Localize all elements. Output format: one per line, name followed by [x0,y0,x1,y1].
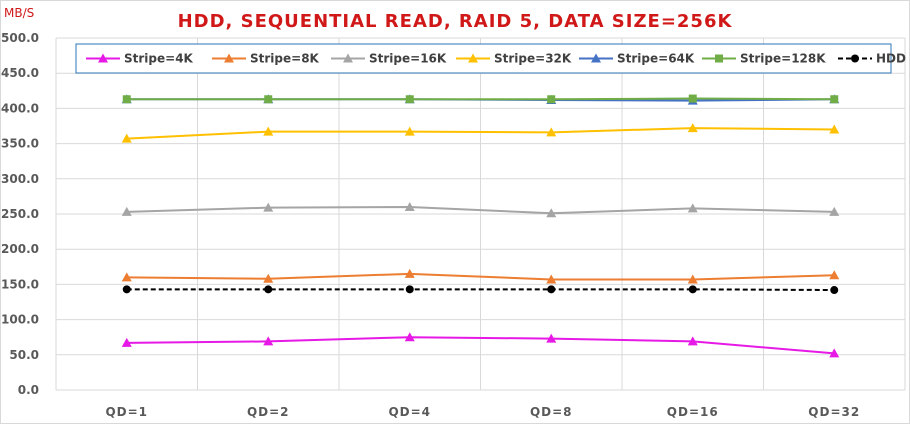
data-point-stripe-16k [263,202,274,212]
legend-label-stripe-32k: Stripe=32K [494,52,572,66]
data-point-stripe-8k [121,272,132,282]
y-unit-label: MB/S [4,6,35,20]
data-point-stripe-128k [688,94,697,103]
data-point-hdd [688,285,697,294]
data-point-stripe-32k [829,124,840,134]
x-tick-label: QD=2 [247,405,290,419]
x-tick-label: QD=32 [808,405,860,419]
y-tick-label: 450.0 [1,66,39,80]
data-point-stripe-16k [829,206,840,216]
data-point-stripe-128k [547,95,556,104]
x-tick-label: QD=4 [388,405,431,419]
data-point-stripe-8k [687,274,698,284]
legend-marker-stripe-128k [715,54,723,63]
data-point-stripe-32k [404,126,415,136]
data-point-stripe-32k [546,127,557,137]
data-point-hdd [547,285,556,294]
legend-marker-stripe-64k [591,53,601,63]
legend-label-stripe-64k: Stripe=64K [617,52,695,66]
series-line-stripe-16k [126,205,835,215]
x-tick-label: QD=1 [105,405,148,419]
data-point-stripe-32k [121,133,132,143]
x-tick-label: QD=8 [530,405,573,419]
series-line-stripe-32k [126,127,835,140]
chart-title: HDD, SEQUENTIAL READ, RAID 5, DATA SIZE=… [177,11,733,32]
data-point-stripe-8k [263,273,274,283]
series-line-stripe-8k [126,272,835,281]
data-point-stripe-32k [263,126,274,136]
data-point-stripe-4k [687,336,698,346]
x-tick-label: QD=16 [667,405,719,419]
legend-label-hdd: HDD [876,52,906,66]
series-line-stripe-4k [126,336,835,355]
data-point-stripe-16k [687,203,698,213]
legend-label-stripe-4k: Stripe=4K [124,52,194,66]
data-point-stripe-4k [829,348,840,358]
data-point-hdd [264,285,273,294]
legend-marker-hdd [851,54,859,63]
legend-label-stripe-16k: Stripe=16K [369,52,447,66]
data-point-stripe-8k [829,270,840,280]
data-point-stripe-128k [264,95,273,104]
data-point-hdd [122,285,131,294]
y-tick-label: 200.0 [1,242,39,256]
y-tick-label: 0.0 [18,383,39,397]
y-tick-label: 150.0 [1,277,39,291]
data-point-stripe-16k [121,206,132,216]
data-point-stripe-16k [546,208,557,218]
data-point-stripe-128k [405,95,414,104]
legend-marker-stripe-8k [224,53,234,63]
legend-label-stripe-128k: Stripe=128K [740,52,826,66]
legend-marker-stripe-4k [98,53,108,63]
series-line-stripe-128k [126,97,835,101]
data-point-stripe-16k [404,201,415,211]
y-tick-label: 100.0 [1,313,39,327]
y-tick-label: 250.0 [1,207,39,221]
data-point-stripe-8k [546,274,557,284]
data-point-stripe-4k [404,332,415,342]
data-point-stripe-4k [546,333,557,343]
data-point-stripe-128k [122,95,131,104]
y-tick-label: 50.0 [9,348,39,362]
y-tick-label: 350.0 [1,137,39,151]
data-point-stripe-32k [687,123,698,133]
data-point-stripe-128k [830,95,839,104]
legend-marker-stripe-16k [343,53,353,63]
series-line-hdd [126,288,835,292]
data-point-hdd [405,285,414,294]
data-point-hdd [830,286,839,295]
data-point-stripe-8k [404,268,415,278]
y-tick-label: 400.0 [1,101,39,115]
data-point-stripe-4k [263,336,274,346]
legend-label-stripe-8k: Stripe=8K [250,52,320,66]
data-point-stripe-4k [121,337,132,347]
y-tick-label: 500.0 [1,31,39,45]
legend-marker-stripe-32k [468,53,478,63]
y-tick-label: 300.0 [1,172,39,186]
